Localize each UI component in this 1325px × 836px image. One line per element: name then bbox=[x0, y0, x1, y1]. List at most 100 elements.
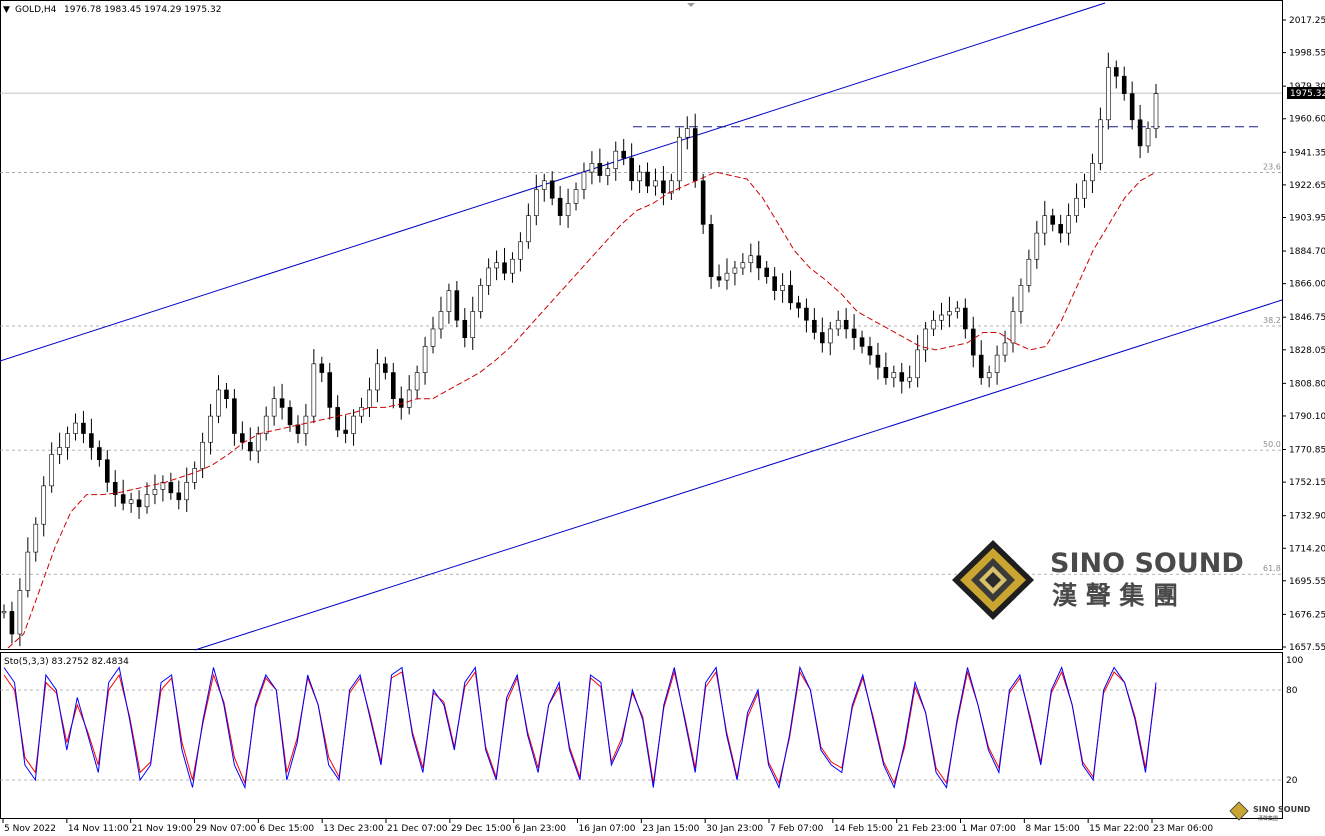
candle-body bbox=[684, 128, 690, 138]
candle-body bbox=[915, 349, 920, 379]
svg-text:漢聲集團: 漢聲集團 bbox=[1258, 815, 1278, 822]
price-tick-label: 1732.90 bbox=[1289, 512, 1325, 522]
candle-body bbox=[534, 189, 539, 216]
candle-body bbox=[1018, 285, 1024, 312]
price-tick-label: 1960.60 bbox=[1289, 115, 1325, 125]
time-tick-label: 23 Jan 15:00 bbox=[642, 824, 699, 834]
candle-body bbox=[883, 367, 889, 379]
time-tick-label: 6 Jan 23:00 bbox=[515, 824, 567, 834]
price-tick-label: 1808.80 bbox=[1289, 379, 1325, 389]
candle-body bbox=[986, 372, 992, 379]
price-tick-label: 1676.25 bbox=[1289, 610, 1325, 620]
candle-body bbox=[446, 290, 452, 312]
candle-body bbox=[645, 171, 650, 187]
candle-body bbox=[748, 255, 754, 264]
candle-body bbox=[327, 372, 333, 408]
price-tick-label: 2017.25 bbox=[1289, 16, 1325, 26]
candle-body bbox=[335, 407, 340, 431]
candle-body bbox=[708, 224, 714, 277]
candle-body bbox=[859, 337, 865, 347]
price-tick-label: 1903.95 bbox=[1289, 213, 1325, 223]
candle-body bbox=[41, 485, 47, 525]
candle-body bbox=[81, 422, 86, 434]
candle-body bbox=[462, 319, 468, 338]
candle-body bbox=[17, 590, 23, 635]
time-tick-label: 30 Jan 23:00 bbox=[706, 824, 763, 834]
price-tick-label: 1695.55 bbox=[1289, 577, 1325, 587]
time-tick-label: 14 Nov 11:00 bbox=[68, 824, 129, 834]
price-tick-label: 1714.20 bbox=[1289, 544, 1325, 554]
candle-body bbox=[470, 311, 476, 338]
channel-lower-line[interactable] bbox=[194, 299, 1283, 651]
candle-body bbox=[1010, 311, 1016, 344]
candle-body bbox=[478, 285, 483, 312]
candle-body bbox=[367, 389, 372, 408]
svg-text:1975.32: 1975.32 bbox=[1290, 89, 1325, 99]
candle-body bbox=[414, 372, 420, 391]
candle-body bbox=[526, 215, 531, 243]
candle-body bbox=[740, 262, 746, 269]
time-tick-label: 29 Nov 07:00 bbox=[196, 824, 257, 834]
candle-body bbox=[97, 447, 102, 461]
candle-body bbox=[851, 328, 857, 338]
candle-body bbox=[184, 482, 190, 501]
time-tick-label: 1 Mar 07:00 bbox=[962, 824, 1017, 834]
price-tick-label: 1657.55 bbox=[1289, 643, 1325, 653]
candle-body bbox=[843, 319, 849, 330]
candle-body bbox=[931, 319, 936, 330]
candle-body bbox=[240, 433, 245, 443]
price-axis: 2017.251998.551979.301960.601941.351922.… bbox=[1282, 16, 1325, 653]
candle-body bbox=[1098, 119, 1103, 164]
candle-body bbox=[581, 171, 587, 190]
candle-body bbox=[168, 482, 174, 494]
candle-body bbox=[955, 307, 960, 312]
fib-level-label: 50.0 bbox=[1263, 440, 1281, 449]
stochastic-panel[interactable] bbox=[0, 652, 1283, 819]
sino-sound-logo: SINO SOUND 漢 聲 集 團 bbox=[952, 540, 1244, 620]
candle-body bbox=[692, 128, 698, 182]
shift-marker-icon[interactable] bbox=[687, 3, 695, 7]
candle-body bbox=[1137, 119, 1143, 147]
time-tick-label: 21 Feb 23:00 bbox=[898, 824, 957, 834]
time-axis: 5 Nov 2022 14 Nov 11:00 21 Nov 19:00 29 Nov… bbox=[2, 819, 1213, 834]
stoch-level-label: 100 bbox=[1286, 656, 1303, 666]
candle-body bbox=[494, 262, 499, 269]
candle-body bbox=[271, 398, 277, 417]
candle-body bbox=[160, 482, 166, 490]
symbol-dropdown-icon[interactable]: ▼ bbox=[3, 5, 10, 15]
candle-body bbox=[597, 163, 603, 176]
fib-level-label: 23.6 bbox=[1263, 162, 1281, 171]
fib-level-label: 61.8 bbox=[1263, 564, 1281, 573]
candle-body bbox=[637, 171, 642, 182]
fib-level-label: 38.2 bbox=[1263, 316, 1281, 325]
candle-body bbox=[343, 429, 348, 434]
candle-body bbox=[383, 363, 388, 373]
sma-line bbox=[7, 171, 1157, 649]
candle-body bbox=[65, 433, 70, 448]
price-tick-label: 1998.55 bbox=[1289, 49, 1325, 59]
candle-body bbox=[176, 492, 182, 501]
time-tick-label: 6 Dec 15:00 bbox=[259, 824, 314, 834]
candlesticks bbox=[1, 52, 1159, 647]
candle-body bbox=[589, 163, 595, 173]
small-sino-sound-logo: SINO SOUND 漢聲集團 bbox=[1229, 801, 1311, 822]
candle-body bbox=[1058, 224, 1063, 234]
price-tick-label: 1770.85 bbox=[1289, 446, 1325, 456]
candle-body bbox=[796, 302, 801, 309]
candle-body bbox=[510, 258, 515, 274]
candle-body bbox=[1129, 93, 1135, 121]
candle-body bbox=[112, 482, 118, 495]
candle-body bbox=[780, 285, 785, 291]
candle-body bbox=[406, 389, 412, 408]
candle-body bbox=[232, 398, 237, 434]
candle-body bbox=[430, 328, 436, 347]
price-tick-label: 1941.35 bbox=[1289, 148, 1325, 158]
main-price-panel[interactable] bbox=[0, 0, 1283, 650]
candle-body bbox=[1074, 197, 1079, 216]
candle-body bbox=[247, 441, 253, 452]
candle-body bbox=[1121, 75, 1127, 94]
candle-body bbox=[804, 307, 809, 321]
candle-body bbox=[978, 354, 984, 379]
time-tick-label: 23 Mar 06:00 bbox=[1153, 824, 1213, 834]
time-tick-label: 16 Jan 07:00 bbox=[579, 824, 636, 834]
